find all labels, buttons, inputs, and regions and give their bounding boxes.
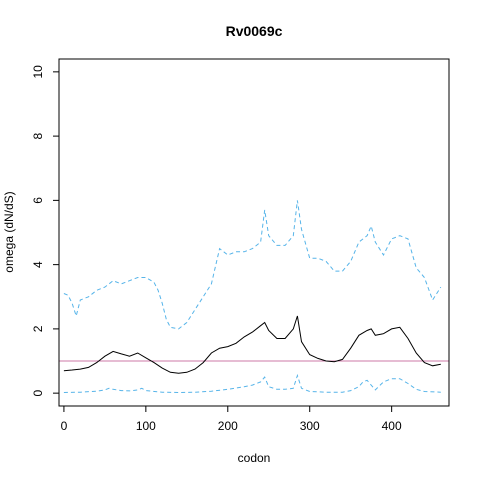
x-tick-label: 200 — [218, 419, 238, 433]
y-axis: 0 2 4 6 8 10 — [31, 65, 60, 396]
y-tick-label: 0 — [31, 389, 45, 396]
x-tick-label: 100 — [136, 419, 156, 433]
y-tick-label: 8 — [31, 132, 45, 139]
x-axis: 0 100 200 300 400 — [61, 405, 402, 433]
y-axis-label: omega (dN/dS) — [2, 191, 16, 272]
series-line-lower — [63, 373, 441, 394]
y-tick-label: 6 — [31, 197, 45, 204]
x-tick-label: 0 — [61, 419, 68, 433]
plot-area — [59, 200, 449, 394]
y-tick-label: 2 — [31, 325, 45, 332]
y-tick-label: 4 — [31, 261, 45, 268]
x-tick-label: 300 — [300, 419, 320, 433]
x-axis-label: codon — [238, 451, 271, 465]
chart-title: Rv0069c — [226, 23, 283, 39]
plot-frame — [58, 58, 450, 407]
y-tick-label: 10 — [31, 65, 45, 79]
series-line-upper — [63, 200, 442, 330]
x-tick-label: 400 — [382, 419, 402, 433]
series-line-estimate — [63, 315, 441, 374]
